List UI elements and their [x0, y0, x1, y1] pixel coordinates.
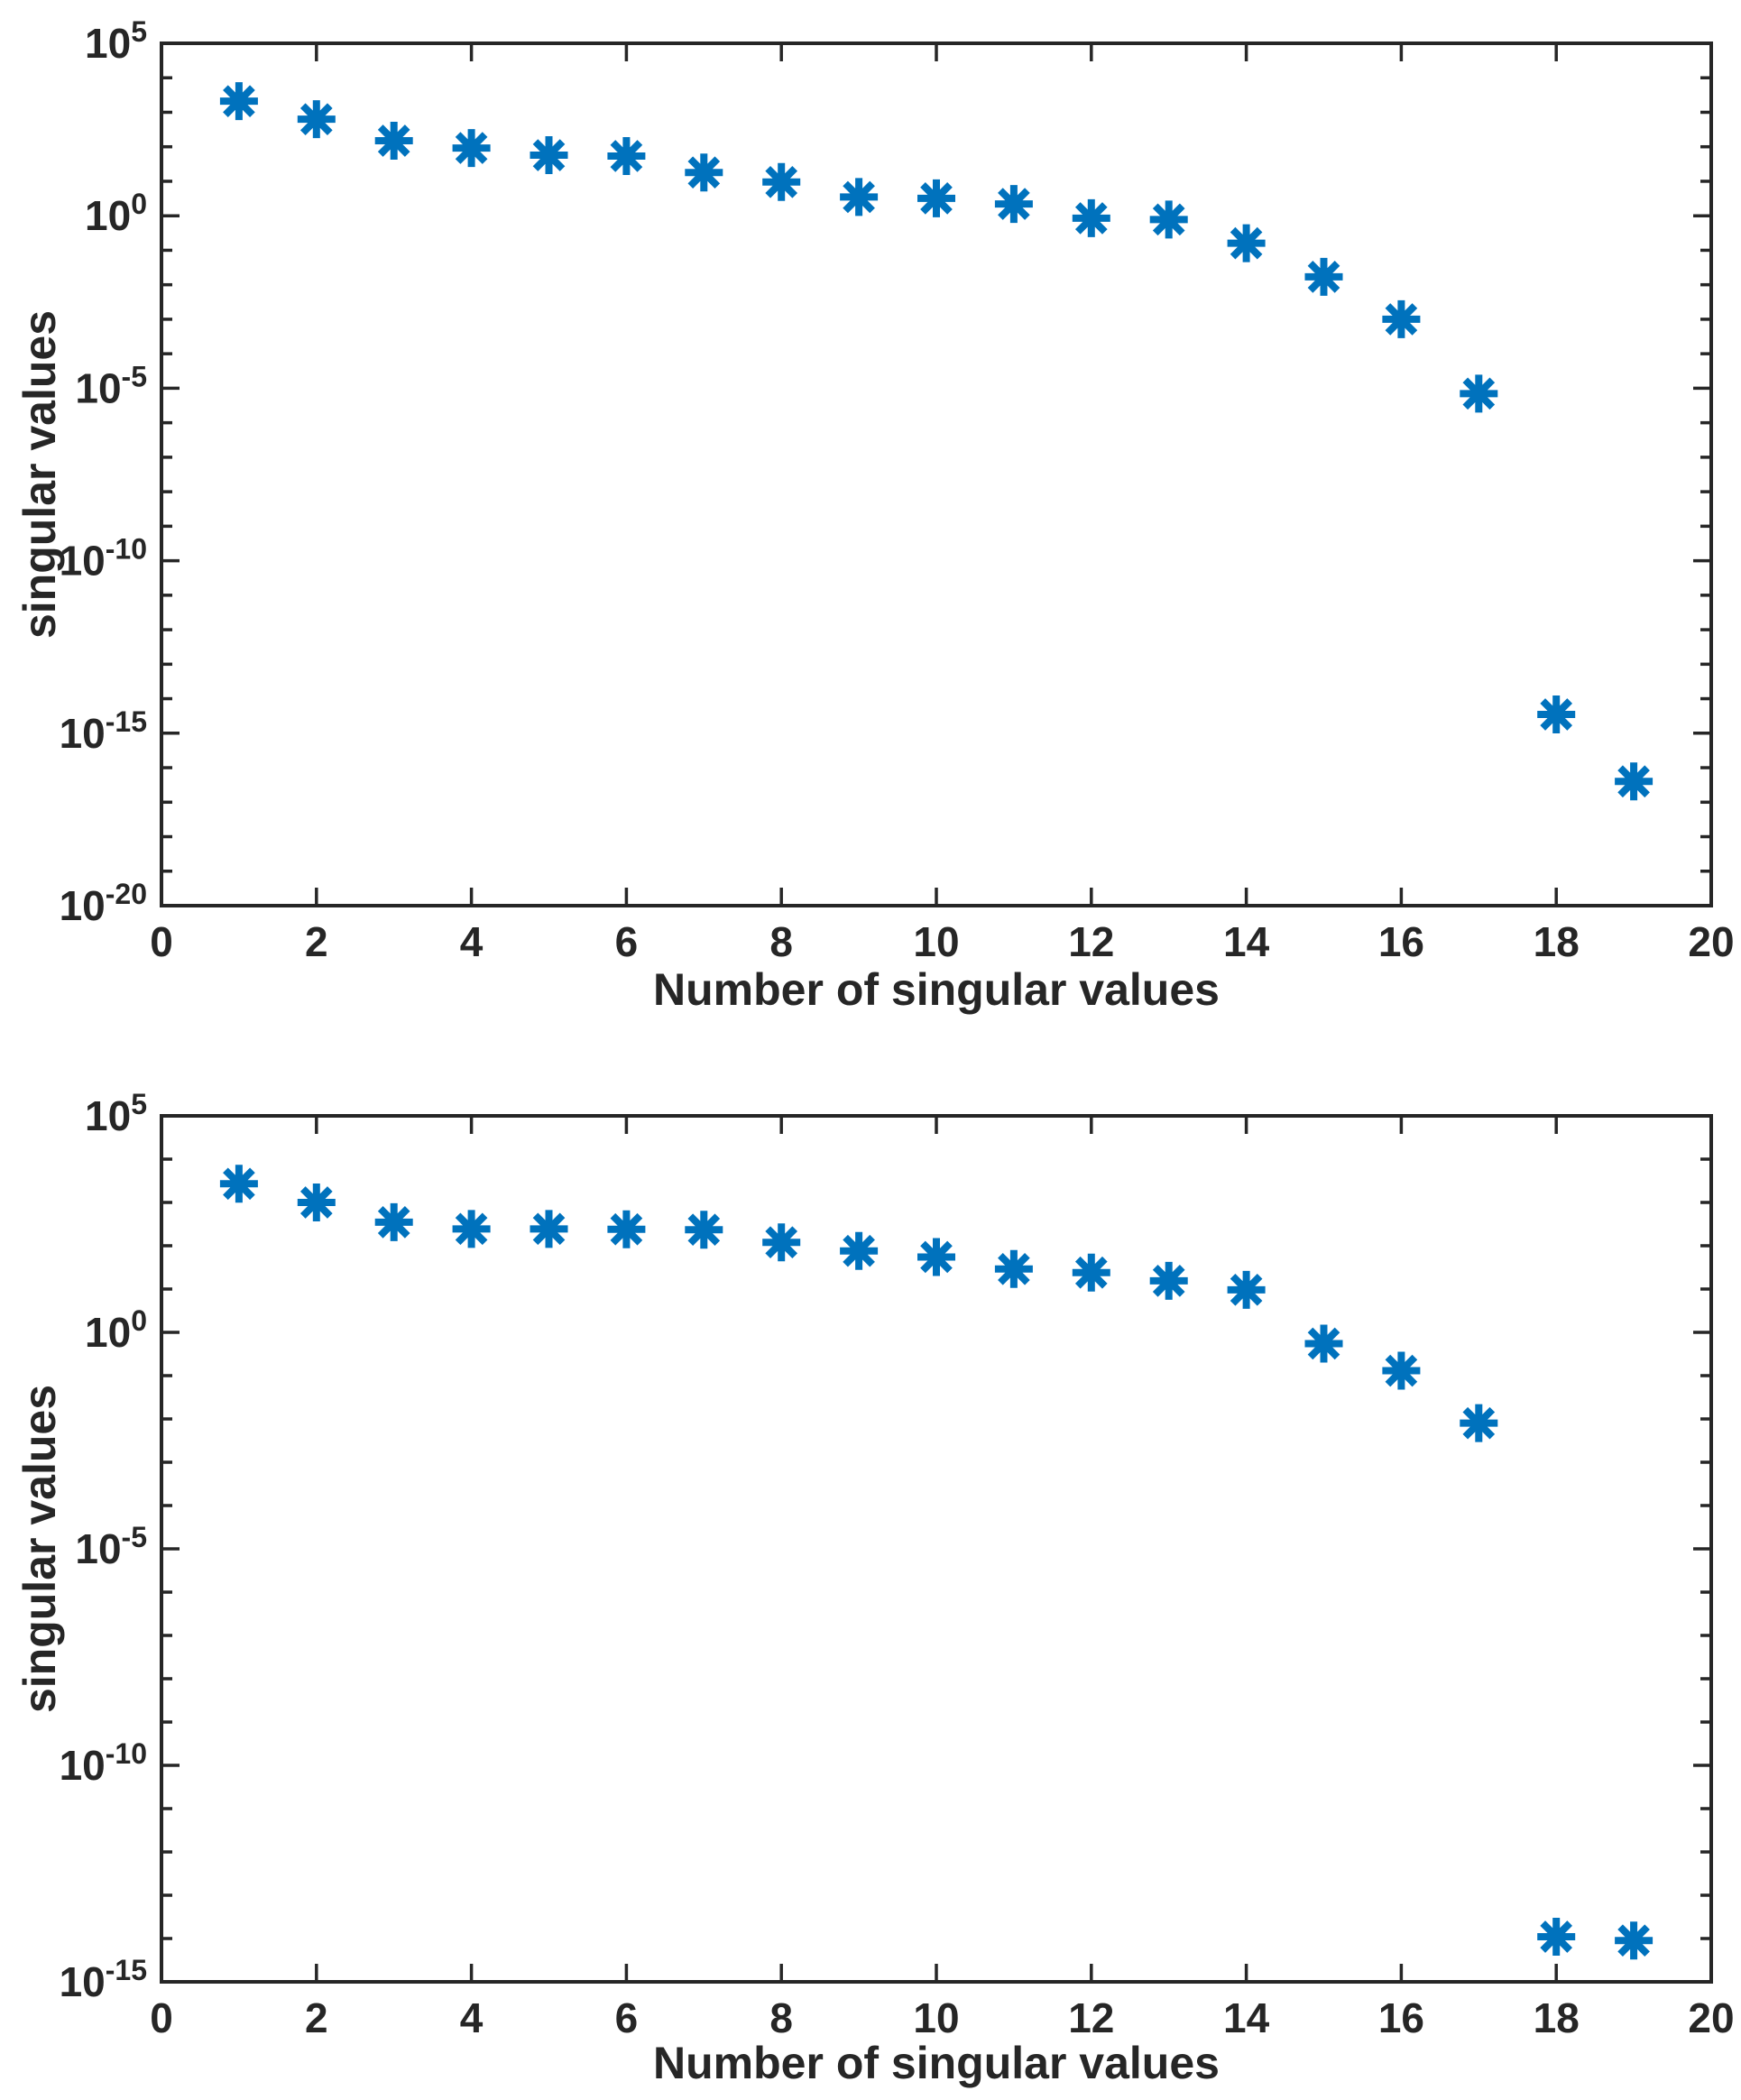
data-point-marker — [1304, 1324, 1343, 1363]
data-point-marker — [374, 121, 413, 160]
data-point-marker — [840, 178, 879, 216]
data-point-marker — [685, 1211, 723, 1249]
x-tick-label: 12 — [1068, 918, 1114, 965]
data-point-marker — [530, 1210, 568, 1248]
data-markers — [219, 82, 1653, 801]
x-tick-label: 20 — [1688, 1994, 1734, 2041]
x-tick-label: 8 — [769, 1994, 793, 2041]
tick-marks — [160, 41, 1713, 907]
top-plot: 0 2 4 6 8 10 12 14 16 18 20 10-20 10-15 10-10 10-5 100 1… — [60, 15, 1735, 965]
x-tick-label: 0 — [150, 918, 173, 965]
x-tick-label: 14 — [1223, 918, 1270, 965]
data-point-marker — [1149, 200, 1188, 239]
y-tick-label: 10-5 — [75, 360, 147, 411]
top-plot-xlabel: Number of singular values — [653, 964, 1220, 1015]
data-point-marker — [219, 1165, 258, 1203]
x-tick-label: 0 — [150, 1994, 173, 2041]
data-point-marker — [994, 185, 1033, 224]
top-plot-ylabel: singular values — [14, 309, 65, 640]
x-tick-label: 2 — [305, 1994, 328, 2041]
data-point-marker — [452, 129, 491, 168]
data-point-marker — [1304, 257, 1343, 296]
data-point-marker — [1072, 1253, 1110, 1292]
x-tick-label: 16 — [1378, 918, 1424, 965]
x-tick-label: 10 — [913, 918, 959, 965]
x-tick-label: 14 — [1223, 1994, 1270, 2041]
data-point-marker — [1537, 695, 1576, 733]
data-point-marker — [1460, 374, 1498, 413]
y-tick-label: 10-10 — [60, 1737, 147, 1789]
bottom-plot: 0 2 4 6 8 10 12 14 16 18 20 10-15 10-10 10-5 100 105 — [60, 1088, 1735, 2041]
data-point-marker — [685, 153, 723, 192]
data-point-marker — [1227, 224, 1266, 262]
x-tick-label: 16 — [1378, 1994, 1424, 2041]
x-tick-label: 18 — [1534, 918, 1580, 965]
y-tick-label: 10-10 — [60, 533, 147, 585]
data-point-marker — [1460, 1404, 1498, 1442]
axes-box — [160, 41, 1713, 907]
data-point-marker — [1615, 762, 1653, 801]
x-tick-label: 6 — [615, 918, 639, 965]
data-point-marker — [297, 100, 336, 139]
x-tick-label: 2 — [305, 918, 328, 965]
y-tick-label: 105 — [85, 1088, 147, 1139]
data-point-marker — [1072, 198, 1110, 237]
data-point-marker — [1615, 1921, 1653, 1960]
tick-marks — [160, 1114, 1713, 1984]
data-point-marker — [219, 82, 258, 121]
data-point-marker — [840, 1231, 879, 1270]
x-tick-label: 6 — [615, 1994, 639, 2041]
data-point-marker — [1537, 1918, 1576, 1957]
data-point-marker — [607, 136, 646, 175]
x-tick-label: 8 — [769, 918, 793, 965]
data-point-marker — [917, 1238, 955, 1276]
x-tick-label: 4 — [460, 1994, 484, 2041]
y-tick-label: 100 — [85, 188, 147, 239]
x-tick-label: 12 — [1068, 1994, 1114, 2041]
y-tick-label: 10-15 — [60, 1954, 147, 2005]
x-tick-label: 18 — [1534, 1994, 1580, 2041]
data-point-marker — [1149, 1261, 1188, 1300]
data-point-marker — [1227, 1270, 1266, 1309]
x-tick-label: 20 — [1688, 918, 1734, 965]
x-tick-label: 10 — [913, 1994, 959, 2041]
y-tick-label: 10-20 — [60, 878, 147, 929]
data-point-marker — [1382, 299, 1421, 338]
y-tick-label: 10-15 — [60, 705, 147, 757]
y-tick-label: 105 — [85, 15, 147, 67]
y-tick-label: 100 — [85, 1304, 147, 1356]
bottom-plot-ylabel: singular values — [14, 1384, 65, 1714]
x-tick-label: 4 — [460, 918, 484, 965]
data-point-marker — [297, 1184, 336, 1221]
data-point-marker — [762, 1223, 801, 1262]
data-point-marker — [607, 1210, 646, 1248]
data-point-marker — [917, 179, 955, 217]
data-point-marker — [452, 1210, 491, 1248]
data-point-marker — [762, 162, 801, 201]
data-markers — [219, 1165, 1653, 1960]
data-point-marker — [1382, 1351, 1421, 1390]
data-point-marker — [374, 1202, 413, 1241]
data-point-marker — [994, 1249, 1033, 1288]
bottom-plot-xlabel: Number of singular values — [653, 2038, 1220, 2088]
data-point-marker — [530, 136, 568, 175]
y-tick-label: 10-5 — [75, 1521, 147, 1572]
